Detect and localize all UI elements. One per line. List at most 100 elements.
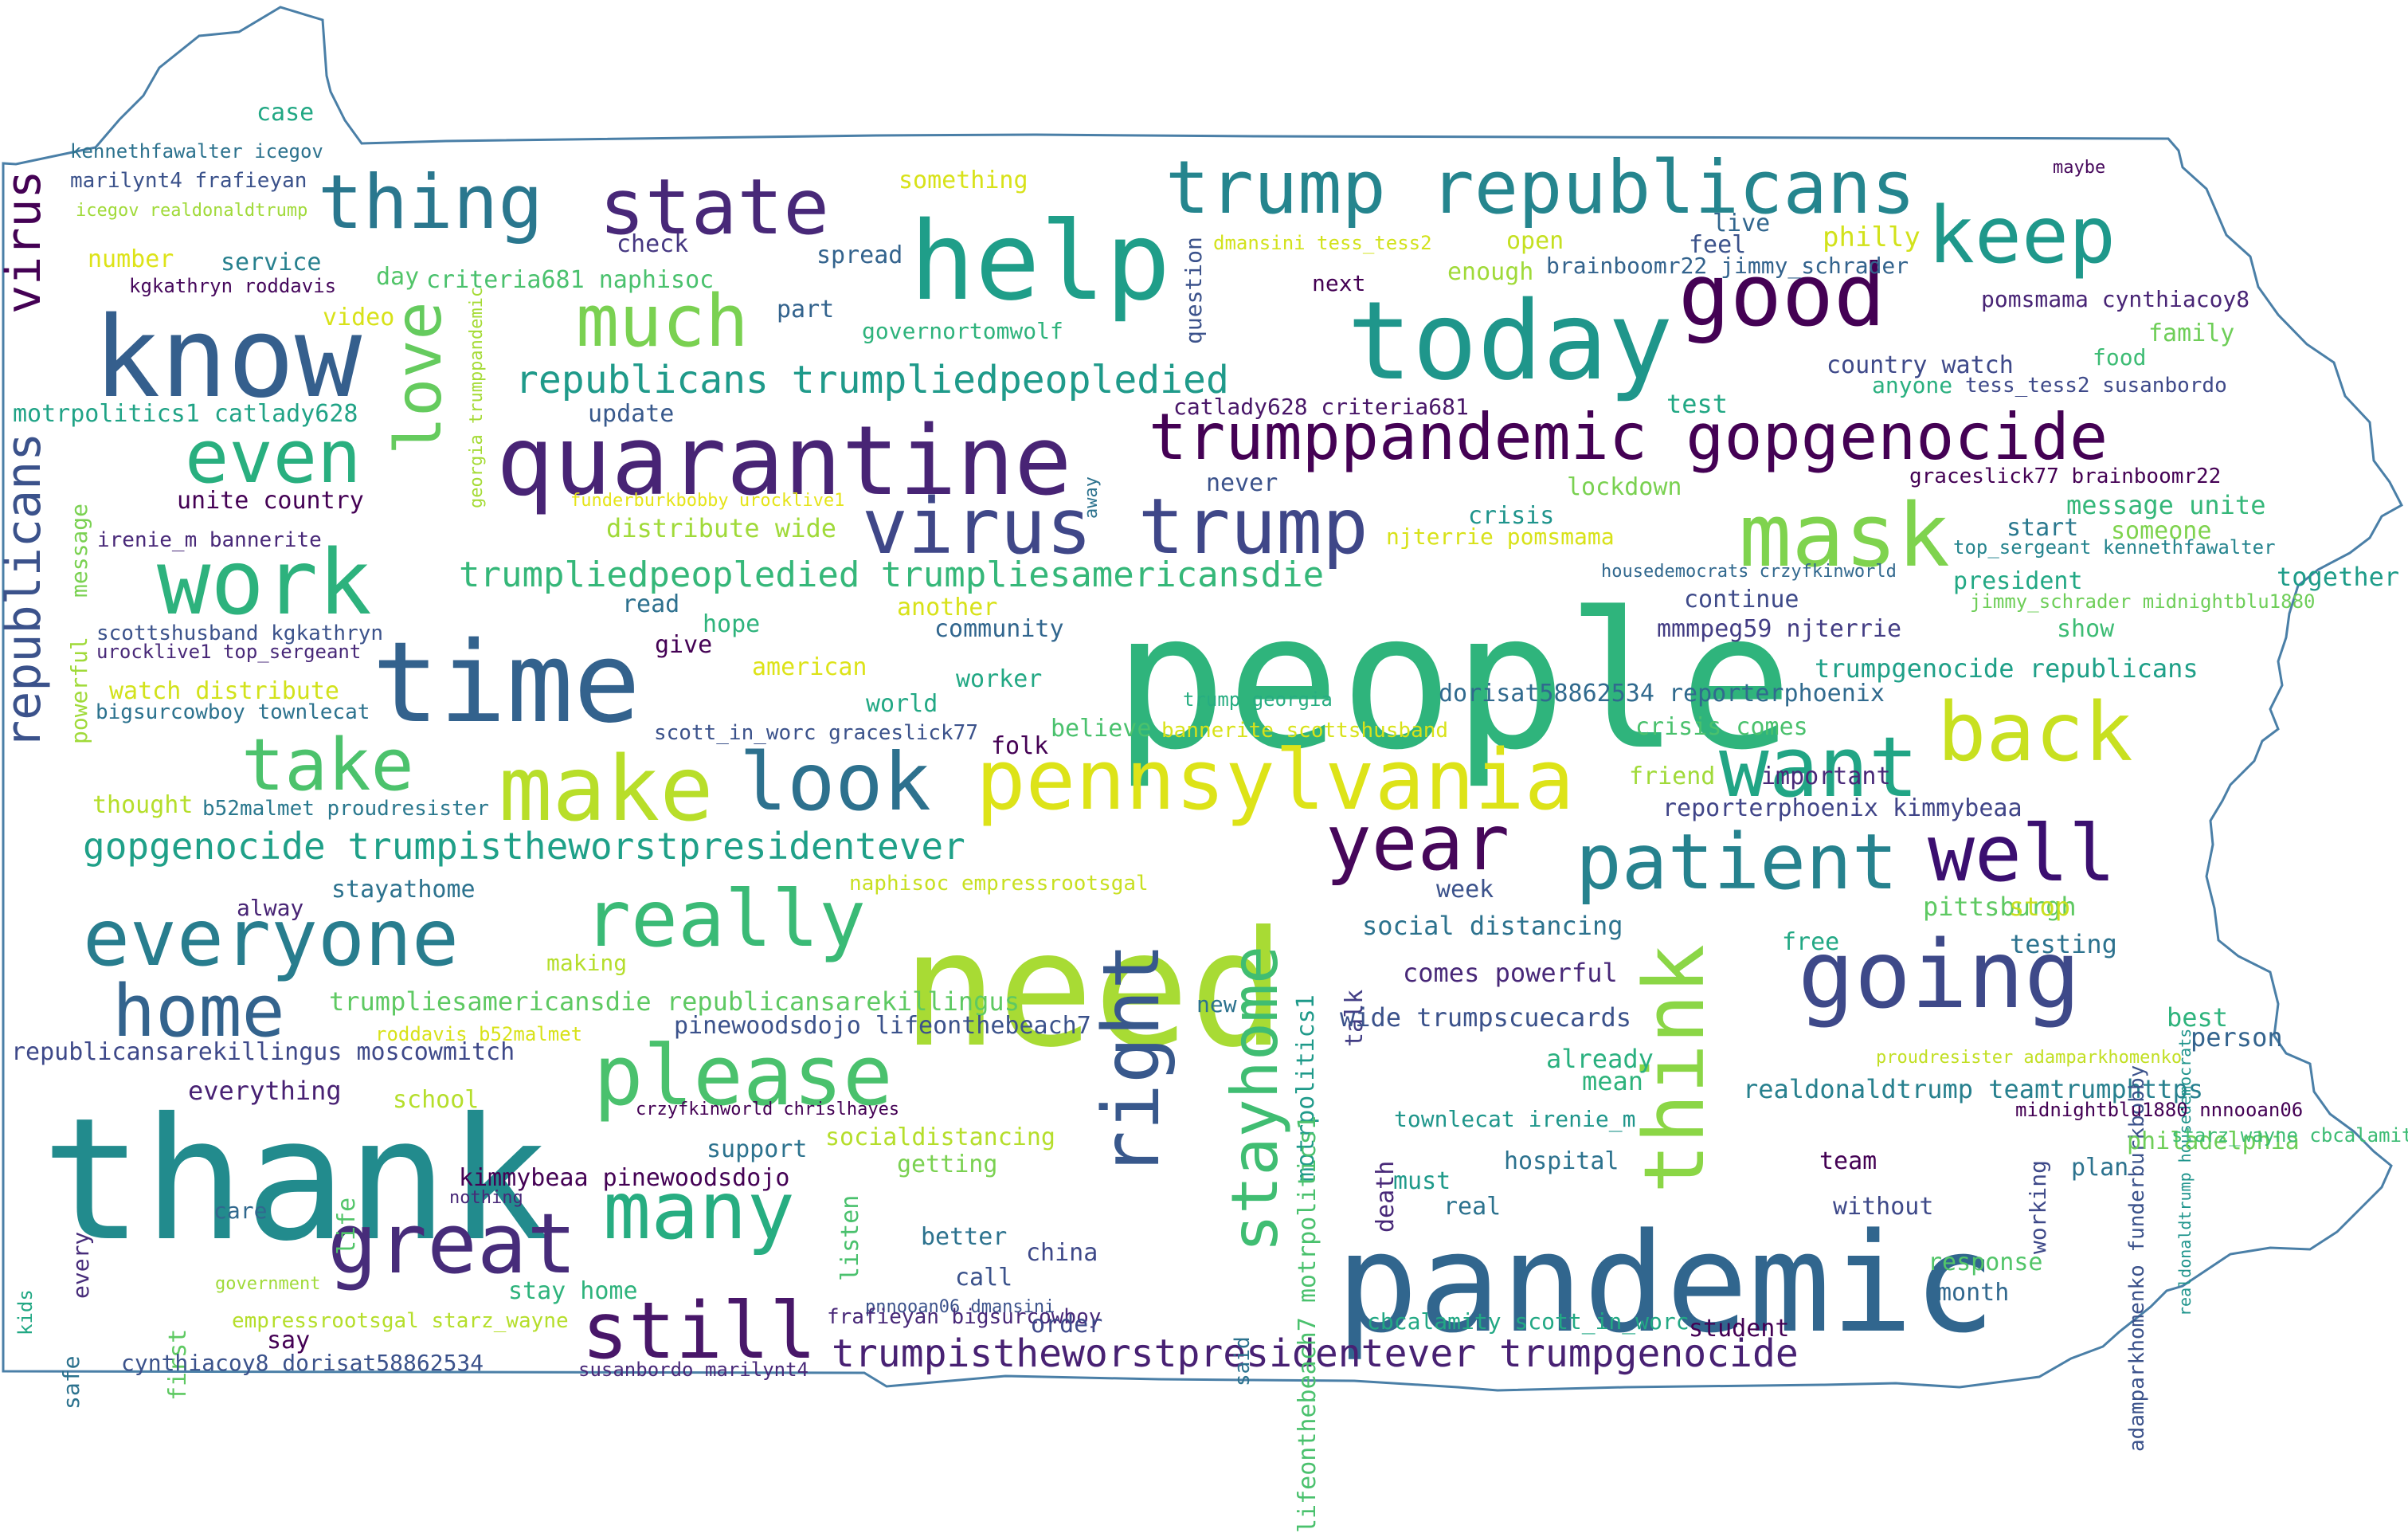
word-cloud-term: pittsburgh: [1923, 892, 2077, 922]
word-cloud-term: video: [323, 304, 395, 331]
word-cloud-term: right: [1087, 942, 1177, 1178]
word-cloud-term: time: [372, 618, 641, 748]
word-cloud-term: empressrootsgal starz_wayne: [232, 1309, 569, 1333]
word-cloud-term: crzyfkinworld chrislhayes: [636, 1100, 900, 1119]
word-cloud-term: scott_in_worc graceslick77: [654, 721, 978, 745]
word-cloud-term: test: [1666, 389, 1729, 419]
word-cloud-term: please: [593, 1027, 893, 1124]
word-cloud-term: spread: [816, 241, 903, 269]
word-cloud-term: without: [1833, 1193, 1934, 1221]
word-cloud-term: bannerite scottshusband: [1161, 719, 1449, 743]
word-cloud-term: important: [1761, 763, 1891, 790]
word-cloud-term: urocklive1 top_sergeant: [96, 641, 362, 663]
word-cloud-term: marilynt4 frafieyan: [70, 169, 307, 193]
word-cloud-term: midnightblu1880 nnnooan06: [2015, 1099, 2304, 1121]
word-cloud-term: free: [1782, 928, 1840, 956]
word-cloud-term: cbcalamity scott_in_worc: [1367, 1308, 1690, 1335]
word-cloud-term: case: [256, 99, 315, 127]
word-cloud-term: care: [213, 1198, 268, 1224]
word-cloud-term: plan: [2071, 1154, 2129, 1182]
word-cloud-term: trumpliedpeopledied trumpliesamericansdi…: [459, 555, 1325, 595]
word-cloud-term: social distancing: [1362, 911, 1623, 941]
word-cloud-term: enough: [1447, 258, 1534, 286]
word-cloud-term: state: [599, 163, 829, 252]
word-cloud-term: country watch: [1827, 351, 2014, 379]
word-cloud-term: love: [382, 301, 456, 455]
word-cloud-term: unite country: [177, 487, 364, 515]
word-cloud-term: keep: [1928, 190, 2116, 281]
word-cloud-term: away: [1082, 476, 1102, 519]
word-cloud-term: criteria681 naphisoc: [426, 266, 715, 294]
word-cloud-term: njterrie pomsmama: [1386, 523, 1615, 550]
word-cloud-term: distribute wide: [606, 513, 836, 543]
word-cloud-term: anyone: [1872, 372, 1953, 398]
word-cloud-term: real: [1443, 1193, 1502, 1221]
word-cloud-term: support: [707, 1135, 808, 1163]
word-cloud-term: kgkathryn roddavis: [129, 275, 337, 297]
word-cloud-term: student: [1689, 1315, 1790, 1343]
word-cloud-term: socialdistancing: [825, 1123, 1055, 1151]
word-cloud-term: world: [866, 690, 938, 718]
word-cloud-term: give: [655, 631, 713, 659]
word-cloud-term: better: [921, 1223, 1008, 1251]
word-cloud-term: alway: [237, 895, 304, 921]
word-cloud-term: people: [1114, 572, 1793, 791]
word-cloud-term: dorisat58862534 reporterphoenix: [1439, 680, 1885, 708]
word-cloud-term: question: [1181, 237, 1207, 344]
word-cloud-term: lockdown: [1567, 473, 1682, 501]
word-cloud-term: said: [1231, 1336, 1255, 1386]
word-cloud-term: frafieyan bigsurcowboy: [827, 1305, 1102, 1329]
word-cloud-term: townlecat irenie_m: [1394, 1106, 1636, 1132]
word-cloud-term: brainboomr22 jimmy_schrader: [1546, 253, 1909, 279]
word-cloud-term: life: [333, 1197, 361, 1255]
word-cloud-term: republicansarekillingus moscowmitch: [11, 1038, 515, 1066]
word-cloud-term: live: [1713, 210, 1771, 237]
word-cloud-term: well: [1928, 809, 2116, 900]
word-cloud-term: wide trumpscuecards: [1340, 1002, 1632, 1033]
word-cloud-term: motrpolitics1 catlady628: [13, 400, 358, 428]
word-cloud-term: everyone: [83, 893, 460, 984]
word-cloud-term: kennethfawalter icegov: [70, 140, 323, 163]
word-cloud-term: roddavis b52malmet: [375, 1023, 583, 1045]
word-cloud-term: open: [1506, 227, 1564, 255]
word-cloud-term: listen: [836, 1194, 864, 1281]
word-cloud-term: getting: [897, 1151, 998, 1178]
word-cloud-term: dmansini tess_tess2: [1213, 232, 1432, 254]
word-cloud-term: someone: [2111, 517, 2212, 545]
word-cloud-term: help: [910, 199, 1171, 325]
word-cloud-term: pennsylvania: [976, 731, 1575, 829]
word-cloud-term: continue: [1684, 586, 1799, 614]
word-cloud-term: team: [1819, 1147, 1877, 1175]
word-cloud-term: working: [2025, 1159, 2051, 1254]
word-cloud-term: china: [1026, 1239, 1098, 1267]
word-cloud-term: going: [1798, 919, 2081, 1029]
word-cloud-term: stop: [2009, 892, 2071, 922]
word-cloud-term: virus trump: [862, 482, 1368, 571]
word-cloud-term: philly: [1823, 222, 1921, 253]
word-cloud-term: governortomwolf: [862, 318, 1063, 344]
word-cloud-term: work: [157, 531, 372, 635]
word-cloud-term: much: [576, 280, 749, 363]
word-cloud-term: show: [2057, 615, 2115, 643]
word-cloud-term: patient: [1576, 817, 1898, 907]
word-cloud: people thank need pandemic time know help today…: [0, 6, 2408, 1533]
word-cloud-term: safe: [58, 1355, 84, 1409]
word-cloud-term: must: [1393, 1167, 1451, 1195]
word-cloud-term: start: [2007, 514, 2079, 542]
word-cloud-term: great: [327, 1195, 578, 1292]
word-cloud-term: school: [393, 1086, 480, 1114]
word-cloud-term: irenie_m bannerite: [97, 528, 322, 552]
word-cloud-term: response: [1928, 1249, 2043, 1276]
word-cloud-term: update: [588, 400, 675, 428]
word-cloud-term: watch distribute: [109, 677, 339, 705]
word-cloud-term: really: [584, 874, 867, 965]
word-cloud-term: month: [1937, 1279, 2010, 1307]
word-cloud-term: pandemic: [1336, 1203, 1996, 1363]
word-cloud-term: family: [2148, 320, 2235, 347]
word-cloud-term: republicans trumpliedpeopledied: [515, 358, 1229, 402]
word-cloud-term: part: [777, 296, 835, 323]
word-cloud-term: mmmpeg59 njterrie: [1657, 615, 1902, 643]
word-cloud-term: many: [603, 1164, 795, 1257]
word-cloud-term: mean: [1582, 1066, 1644, 1096]
word-cloud-term: scottshusband kgkathryn: [96, 621, 384, 645]
